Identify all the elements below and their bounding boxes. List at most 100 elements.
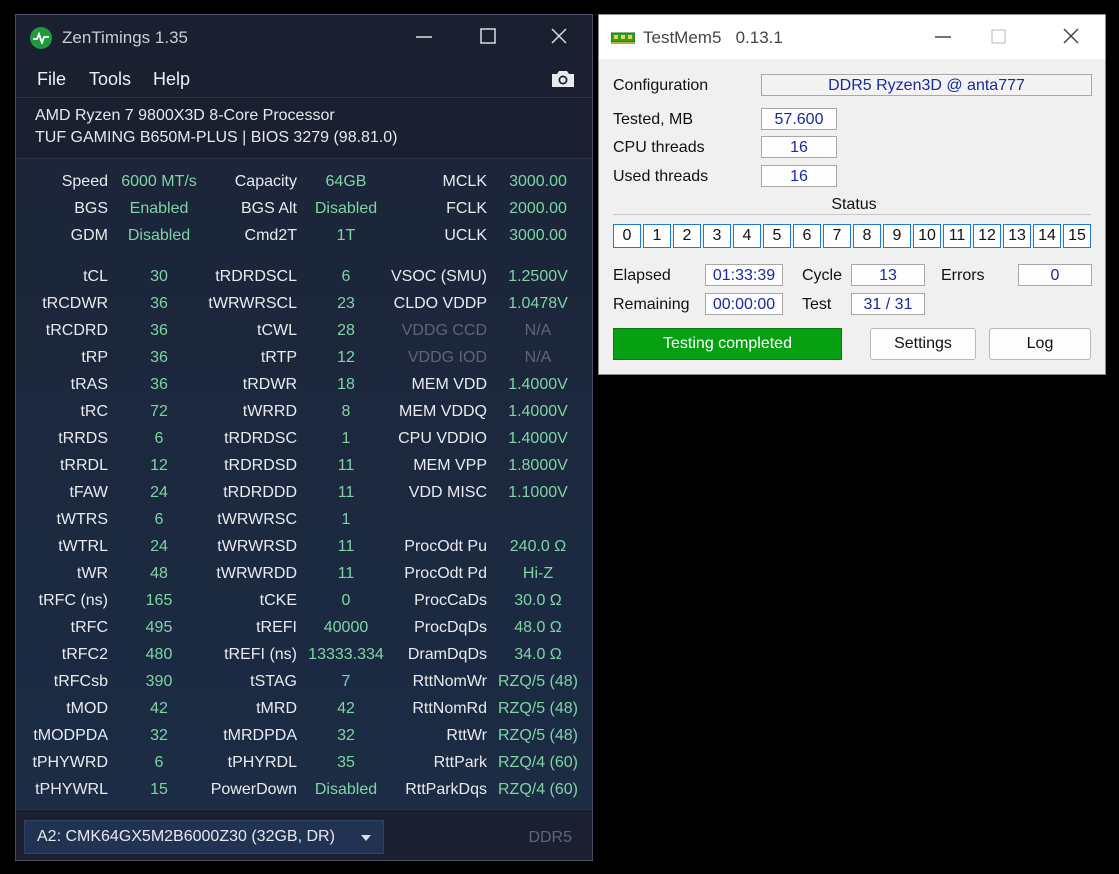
close-button[interactable] xyxy=(538,23,578,51)
status-cell: 1 xyxy=(643,224,671,248)
ram-stick-icon xyxy=(610,31,636,50)
maximize-button[interactable] xyxy=(468,23,508,51)
timing-label-3: ProcDqDs xyxy=(414,619,487,636)
configuration-value[interactable]: DDR5 Ryzen3D @ anta777 xyxy=(761,74,1092,96)
timing-value-2: 28 xyxy=(337,322,355,339)
timing-value-3: 1.4000V xyxy=(508,403,568,420)
timing-label-3: CLDO VDDP xyxy=(393,295,487,312)
menu-bar: File Tools Help xyxy=(16,59,592,98)
timing-value-3: RZQ/5 (48) xyxy=(497,673,578,690)
timing-label-1: tRRDL xyxy=(59,457,108,474)
timing-value-3: RZQ/5 (48) xyxy=(497,700,578,717)
timing-label-2: tRTP xyxy=(260,349,297,366)
timing-value-2: 42 xyxy=(337,700,355,717)
timing-label-3: CPU VDDIO xyxy=(398,430,487,447)
minimize-button[interactable] xyxy=(404,23,444,51)
timing-value-2: 12 xyxy=(337,349,355,366)
timing-value-2: 35 xyxy=(337,754,355,771)
timing-label-3: FCLK xyxy=(446,200,487,217)
timing-value-3: RZQ/4 (60) xyxy=(497,754,578,771)
tm-close-button[interactable] xyxy=(1051,23,1091,51)
timing-label-2: tWRWRDD xyxy=(216,565,297,582)
timing-row: tMOD 42 tMRD 42 RttNomRd RZQ/5 (48) xyxy=(16,697,592,724)
system-info: AMD Ryzen 7 9800X3D 8-Core Processor TUF… xyxy=(16,98,592,159)
zentimings-titlebar[interactable]: ZenTimings 1.35 xyxy=(16,15,592,59)
camera-icon[interactable] xyxy=(550,69,576,94)
timing-label-3: RttWr xyxy=(446,727,487,744)
timing-value-3: 30.0 Ω xyxy=(514,592,562,609)
timing-value-1: Enabled xyxy=(129,200,189,217)
timing-label-3: ProcOdt Pd xyxy=(404,565,487,582)
timing-value-1: 480 xyxy=(145,646,173,663)
menu-file[interactable]: File xyxy=(37,69,67,89)
timing-value-1: 72 xyxy=(150,403,168,420)
timing-label-1: BGS xyxy=(74,200,108,217)
timing-value-3: 1.8000V xyxy=(508,457,568,474)
timing-row: tRFC (ns) 165 tCKE 0 ProcCaDs 30.0 Ω xyxy=(16,589,592,616)
timing-label-1: tRFCsb xyxy=(53,673,108,690)
cycle-label: Cycle xyxy=(802,267,843,284)
testmem5-title: TestMem5 0.13.1 xyxy=(643,28,783,47)
timing-value-1: 165 xyxy=(145,592,173,609)
timing-label-2: tRDRDDD xyxy=(223,484,297,501)
timing-row: tRRDL 12 tRDRDSD 11 MEM VPP 1.8000V xyxy=(16,454,592,481)
timing-value-1: 36 xyxy=(150,376,168,393)
status-cell: 10 xyxy=(913,224,941,248)
tested-mb-label: Tested, MB xyxy=(613,111,694,128)
timing-label-3: RttNomWr xyxy=(412,673,487,690)
status-label: Status xyxy=(819,196,889,214)
status-cell: 5 xyxy=(763,224,791,248)
timing-label-2: BGS Alt xyxy=(240,200,297,217)
used-threads-label: Used threads xyxy=(613,168,709,185)
cpu-name: AMD Ryzen 7 9800X3D 8-Core Processor xyxy=(35,107,335,124)
errors-label: Errors xyxy=(941,267,985,284)
log-button[interactable]: Log xyxy=(989,328,1091,360)
settings-button[interactable]: Settings xyxy=(870,328,976,360)
timing-value-3: 1.1000V xyxy=(508,484,568,501)
timing-label-1: tRP xyxy=(81,349,108,366)
dimm-select[interactable]: A2: CMK64GX5M2B6000Z30 (32GB, DR) xyxy=(24,820,384,854)
timing-value-2: 11 xyxy=(337,457,355,474)
timing-label-1: tRFC (ns) xyxy=(38,592,108,609)
timing-value-2: 1 xyxy=(341,430,351,447)
status-cell: 7 xyxy=(823,224,851,248)
timing-label-1: tFAW xyxy=(69,484,108,501)
board-name: TUF GAMING B650M-PLUS | BIOS 3279 (98.81… xyxy=(35,129,398,146)
timing-value-2: 64GB xyxy=(325,173,367,190)
timing-row: tRC 72 tWRRD 8 MEM VDDQ 1.4000V xyxy=(16,400,592,427)
testmem5-titlebar[interactable]: TestMem5 0.13.1 xyxy=(599,15,1105,59)
timing-label-1: GDM xyxy=(70,227,108,244)
timing-row: tRFC 495 tREFI 40000 ProcDqDs 48.0 Ω xyxy=(16,616,592,643)
timing-label-1: Speed xyxy=(61,173,108,190)
timing-label-1: tMOD xyxy=(66,700,108,717)
timing-label-3: UCLK xyxy=(444,227,487,244)
status-cell: 2 xyxy=(673,224,701,248)
remaining-value: 00:00:00 xyxy=(705,293,783,315)
timing-value-3: N/A xyxy=(524,322,552,339)
timing-label-3: MEM VPP xyxy=(413,457,487,474)
timing-value-2: 40000 xyxy=(323,619,369,636)
timing-value-3: 1.4000V xyxy=(508,430,568,447)
test-label: Test xyxy=(802,296,832,313)
tm-minimize-button[interactable] xyxy=(923,23,963,51)
timing-label-2: tMRDPDA xyxy=(223,727,297,744)
timing-value-3: 34.0 Ω xyxy=(514,646,562,663)
timing-label-1: tRCDWR xyxy=(42,295,108,312)
timing-row: tWTRS 6 tWRWRSC 1 xyxy=(16,508,592,535)
timing-value-2: 18 xyxy=(337,376,355,393)
timing-label-3: RttParkDqs xyxy=(405,781,487,798)
zentimings-title: ZenTimings 1.35 xyxy=(62,28,188,47)
status-cell: 12 xyxy=(973,224,1001,248)
timing-label-2: tREFI (ns) xyxy=(224,646,297,663)
timing-value-2: 23 xyxy=(337,295,355,312)
timing-row: tRP 36 tRTP 12 VDDG IOD N/A xyxy=(16,346,592,373)
timing-value-3: N/A xyxy=(524,349,552,366)
progress-bar: Testing completed xyxy=(613,328,842,360)
timing-label-1: tWR xyxy=(76,565,108,582)
menu-tools[interactable]: Tools xyxy=(89,69,132,89)
timing-label-2: tWRWRSC xyxy=(217,511,297,528)
menu-help[interactable]: Help xyxy=(153,69,191,89)
timing-value-2: 11 xyxy=(337,565,355,582)
timing-value-3: 2000.00 xyxy=(509,200,567,217)
status-cell: 3 xyxy=(703,224,731,248)
